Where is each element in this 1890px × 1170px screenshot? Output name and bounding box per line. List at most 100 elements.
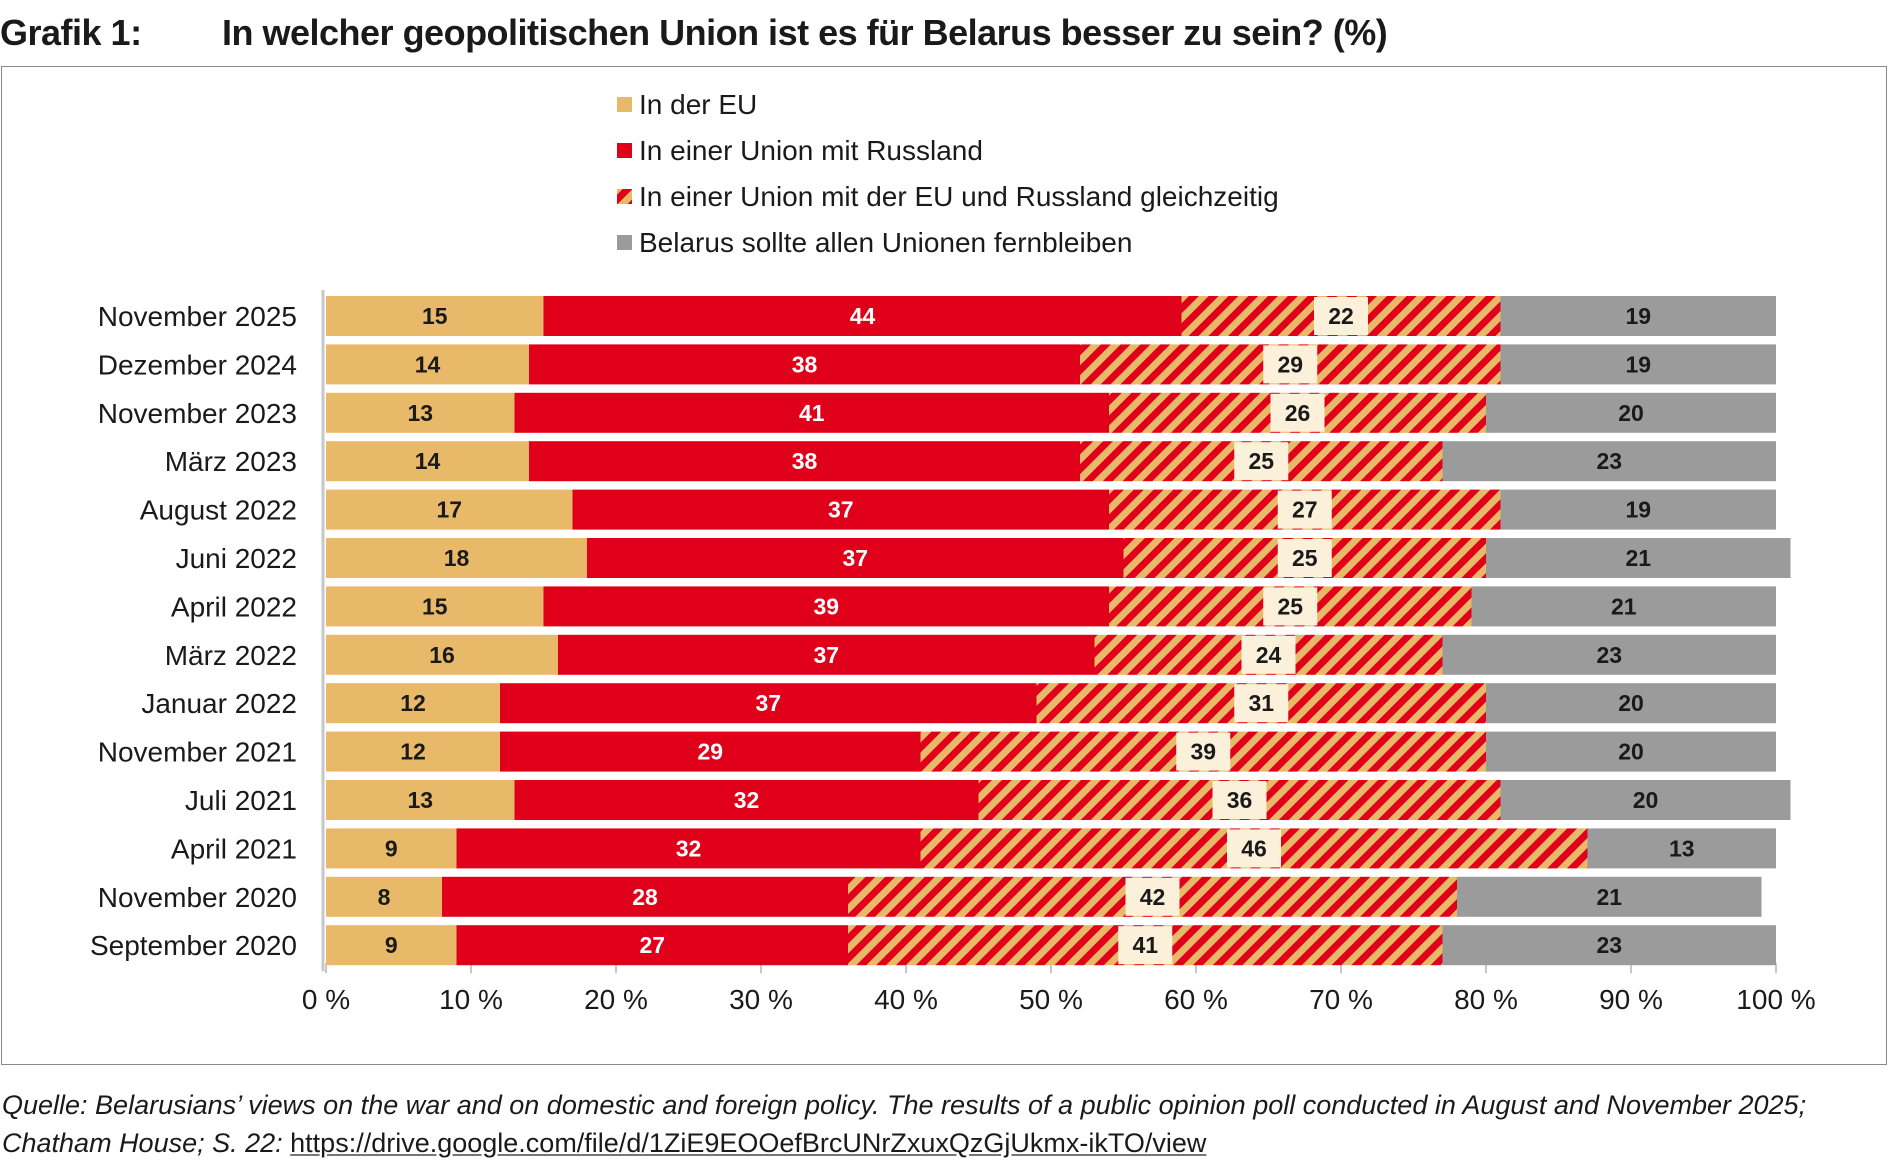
legend-label-russia: In einer Union mit Russland [639, 135, 983, 166]
data-label-eu: 14 [415, 448, 441, 474]
bar-none [1500, 780, 1791, 820]
x-tick-label: 50 % [1019, 984, 1083, 1015]
bar-russia [456, 925, 848, 966]
data-label-none: 20 [1618, 739, 1644, 765]
bar-eu [326, 925, 457, 966]
y-tick-label: Januar 2022 [141, 688, 297, 719]
legend-label-both: In einer Union mit der EU und Russland g… [639, 181, 1279, 212]
data-label-russia: 38 [792, 448, 818, 474]
data-label-both: 25 [1277, 593, 1303, 619]
data-labels: 15 44 22 19 14 38 29 19 13 41 26 20 14 38 25 23 17 37 27 19… [378, 297, 1695, 965]
bar-russia [543, 296, 1182, 336]
data-label-russia: 32 [676, 835, 702, 861]
x-tick-label: 80 % [1454, 984, 1518, 1015]
bar-none [1486, 683, 1776, 724]
data-label-box [1234, 442, 1289, 481]
source-line-2: Chatham House; S. 22: https://drive.goog… [2, 1124, 1888, 1162]
bar-none [1471, 586, 1776, 627]
bar-russia [543, 586, 1109, 627]
bar-eu [326, 634, 558, 675]
bar-russia [587, 538, 1124, 578]
bar-eu [326, 489, 573, 530]
data-label-none: 20 [1618, 400, 1644, 426]
bar-russia [529, 344, 1080, 385]
chart-frame [1, 66, 1887, 1065]
data-label-both: 39 [1190, 739, 1216, 765]
data-label-russia: 28 [632, 884, 658, 910]
bar-none [1500, 489, 1776, 530]
x-tick-label: 60 % [1164, 984, 1228, 1015]
data-label-box [1270, 393, 1325, 432]
x-tick-label: 100 % [1736, 984, 1815, 1015]
data-label-none: 19 [1625, 303, 1651, 329]
data-label-box [1212, 781, 1267, 819]
source-note: Quelle: Belarusians’ views on the war an… [2, 1086, 1888, 1162]
data-label-both: 24 [1256, 642, 1282, 668]
bar-eu [326, 344, 529, 385]
legend-label-none: Belarus sollte allen Unionen fernbleiben [639, 227, 1132, 258]
legend-swatch-eu [617, 97, 632, 112]
stacked-bar-chart: In der EU In einer Union mit Russland In e… [90, 89, 1816, 1015]
bar-none [1442, 925, 1776, 966]
bar-eu [326, 828, 457, 869]
x-tick-label: 30 % [729, 984, 793, 1015]
data-label-both: 46 [1241, 835, 1267, 861]
data-label-box [1277, 539, 1332, 577]
data-label-none: 23 [1596, 932, 1622, 958]
bar-none [1500, 344, 1776, 385]
data-label-none: 23 [1596, 642, 1622, 668]
data-label-eu: 12 [400, 739, 426, 765]
data-label-both: 41 [1132, 932, 1158, 958]
x-tick-label: 90 % [1599, 984, 1663, 1015]
data-label-russia: 38 [792, 351, 818, 377]
y-tick-label: November 2025 [98, 301, 297, 332]
bar-russia [514, 780, 979, 820]
bar-none [1442, 441, 1776, 482]
bar-russia [456, 828, 921, 869]
data-label-russia: 27 [639, 932, 665, 958]
legend-label-eu: In der EU [639, 89, 757, 120]
chart-title: Grafik 1: In welcher geopolitischen Unio… [0, 6, 1890, 56]
y-tick-label: Dezember 2024 [98, 349, 297, 380]
data-label-both: 29 [1277, 351, 1303, 377]
y-tick-label: November 2020 [98, 882, 297, 913]
bar-russia [500, 731, 921, 772]
data-label-eu: 14 [415, 351, 441, 377]
data-label-both: 42 [1140, 884, 1166, 910]
bar-eu [326, 538, 587, 578]
bar-eu [326, 392, 515, 433]
data-label-box [1263, 587, 1318, 626]
bar-none [1486, 392, 1776, 433]
source-line-1: Quelle: Belarusians’ views on the war an… [2, 1090, 1807, 1120]
data-label-eu: 16 [429, 642, 455, 668]
data-label-none: 23 [1596, 448, 1622, 474]
data-label-eu: 13 [407, 787, 433, 813]
axes: 0 % 10 % 20 % 30 % 40 % 50 % 60 % 70 % 80 % 90 % 1… [90, 290, 1816, 1015]
data-label-box [1263, 345, 1318, 384]
data-label-eu: 13 [407, 400, 433, 426]
data-label-russia: 37 [842, 545, 868, 571]
bar-eu [326, 441, 529, 482]
y-tick-label: April 2021 [171, 833, 297, 864]
x-tick-label: 70 % [1309, 984, 1373, 1015]
data-label-russia: 37 [813, 642, 839, 668]
bar-none [1486, 731, 1776, 772]
y-tick-label: April 2022 [171, 591, 297, 622]
bar-none [1442, 634, 1776, 675]
data-label-none: 21 [1596, 884, 1622, 910]
y-tick-label: Juni 2022 [176, 543, 297, 574]
data-label-none: 19 [1625, 351, 1651, 377]
data-label-eu: 15 [422, 593, 448, 619]
bar-eu [326, 780, 515, 820]
data-label-eu: 9 [385, 835, 398, 861]
legend-swatch-none [617, 235, 632, 250]
bar-eu [326, 876, 442, 917]
bar-russia [529, 441, 1080, 482]
legend: In der EU In einer Union mit Russland In e… [617, 89, 1279, 258]
figure-title: In welcher geopolitischen Union ist es f… [222, 12, 1388, 53]
source-link[interactable]: https://drive.google.com/file/d/1ZiE9EOO… [290, 1128, 1207, 1158]
bar-russia [514, 392, 1109, 433]
data-label-eu: 9 [385, 932, 398, 958]
y-tick-label: Juli 2021 [185, 785, 297, 816]
data-label-box [1125, 877, 1180, 916]
